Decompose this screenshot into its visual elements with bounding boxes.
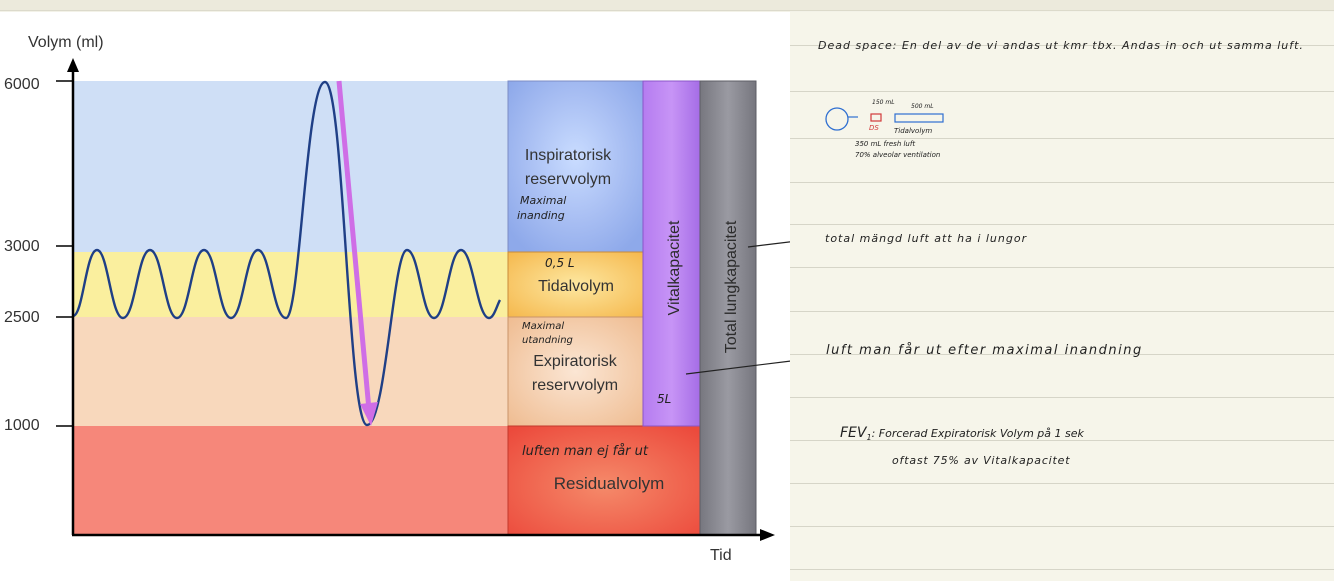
x-axis-label: Tid	[710, 547, 732, 564]
tidal-value-note: 0,5 L	[545, 256, 575, 270]
ruled-line	[790, 138, 1334, 139]
total-lungkapacitet-label: Total lungkapacitet	[723, 220, 740, 353]
sketch-ds-label: DS	[869, 124, 879, 132]
fev-title: FEV1: Forcerad Expiratorisk Volym på 1 s…	[840, 425, 1085, 442]
ruled-line	[790, 526, 1334, 527]
ruled-line	[790, 354, 1334, 355]
tick-label-3000: 3000	[4, 238, 40, 255]
sketch-fresh-air: 350 mL fresh luft	[855, 140, 915, 148]
lung-sketch-icon	[825, 107, 849, 131]
ruled-line	[790, 397, 1334, 398]
sketch-150ml: 150 mL	[872, 99, 895, 106]
maximal-exhale-arrow	[336, 80, 372, 411]
total-connector-line	[747, 241, 790, 248]
breathing-curve	[72, 80, 502, 427]
ruled-line	[790, 311, 1334, 312]
fev-detail: oftast 75% av Vitalkapacitet	[892, 454, 1070, 467]
y-axis-label: Volym (ml)	[28, 34, 104, 51]
tick-label-2500: 2500	[4, 309, 40, 326]
sketch-alveolar: 70% alveolar ventilation	[855, 151, 940, 159]
total-lungkapacitet-box	[699, 80, 757, 536]
dead-space-note: Dead space: En del av de vi andas ut kmr…	[818, 39, 1304, 52]
dead-space-box-icon	[870, 113, 882, 122]
diagram-panel: Inspiratorisk reservvolym Tidalvolym Exp…	[0, 12, 790, 581]
expiratorisk-label: Expiratorisk	[533, 353, 618, 370]
residual-zone	[73, 426, 508, 535]
vital-capacity-note: luft man får ut efter maximal inandning	[826, 343, 1143, 358]
residualvolym-label: Residualvolym	[554, 474, 665, 493]
ruled-line	[790, 569, 1334, 570]
vitalkapacitet-box	[642, 80, 701, 427]
sketch-500ml: 500 mL	[911, 103, 934, 110]
y-axis-arrow	[67, 58, 79, 72]
tick-label-6000: 6000	[4, 76, 40, 93]
tidalvolym-label: Tidalvolym	[538, 278, 614, 295]
maximal-inandning-note-2: inanding	[517, 209, 565, 222]
ruled-line	[790, 182, 1334, 183]
notes-page: Dead space: En del av de vi andas ut kmr…	[790, 12, 1334, 581]
expiratorisk-label-2: reservvolym	[532, 377, 618, 394]
lung-volume-diagram: Inspiratorisk reservvolym Tidalvolym Exp…	[4, 34, 790, 564]
inspiratorisk-label-2: reservvolym	[525, 171, 611, 188]
vital-connector-line	[685, 360, 790, 375]
ruled-line	[790, 45, 1334, 46]
arrow-head	[360, 402, 378, 426]
vitalkapacitet-label: Vitalkapacitet	[666, 220, 683, 315]
vital-value-note: 5L	[657, 392, 671, 406]
maximal-utandning-note-1: Maximal	[522, 321, 564, 332]
top-toolbar-strip	[0, 0, 1334, 11]
ruled-line	[790, 267, 1334, 268]
ruled-line	[790, 91, 1334, 92]
handwritten-notes: Dead space: En del av de vi andas ut kmr…	[818, 39, 1304, 467]
ruled-line	[790, 440, 1334, 441]
maximal-utandning-note-2: utandning	[522, 335, 573, 346]
inspiratory-zone	[73, 81, 508, 252]
ruled-line	[790, 224, 1334, 225]
inspiratorisk-box	[507, 80, 644, 253]
tidal-box-icon	[894, 113, 944, 123]
maximal-inandning-note-1: Maximal	[520, 194, 566, 207]
x-axis-arrow	[760, 529, 775, 541]
ruled-line	[790, 483, 1334, 484]
tick-label-1000: 1000	[4, 417, 40, 434]
total-capacity-note: total mängd luft att ha i lungor	[825, 232, 1028, 245]
expiratorisk-box	[507, 316, 644, 427]
sketch-tidalvolym: Tidalvolym	[894, 127, 932, 135]
expiratory-zone	[73, 317, 508, 426]
inspiratorisk-label: Inspiratorisk	[525, 147, 612, 164]
residual-note: luften man ej får ut	[522, 444, 649, 459]
